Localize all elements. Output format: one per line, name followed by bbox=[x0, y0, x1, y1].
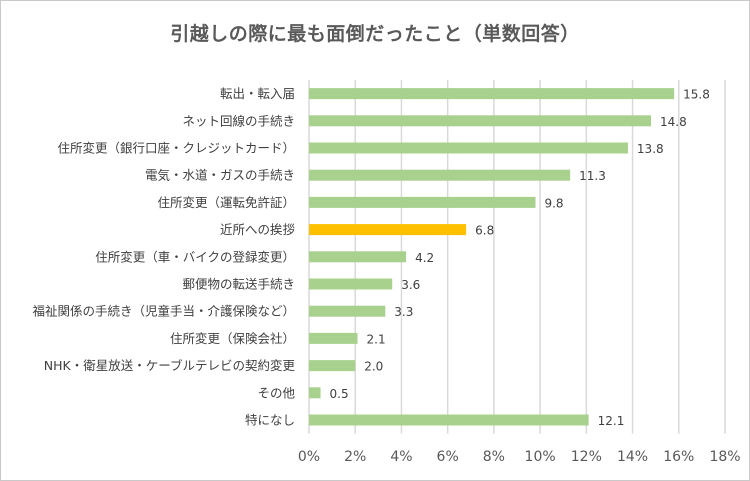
data-label: 13.8 bbox=[637, 142, 664, 156]
category-label: 住所変更（保険会社） bbox=[170, 331, 295, 346]
data-label: 12.1 bbox=[598, 414, 625, 428]
category-label: 転出・転入届 bbox=[220, 86, 295, 101]
bar bbox=[309, 115, 652, 127]
data-label: 3.3 bbox=[394, 305, 413, 319]
data-label: 11.3 bbox=[579, 169, 606, 183]
category-label: 住所変更（運転免許証） bbox=[157, 195, 295, 210]
data-label: 2.1 bbox=[367, 332, 386, 346]
data-label: 6.8 bbox=[475, 224, 494, 238]
category-label: 電気・水道・ガスの手続き bbox=[145, 168, 295, 183]
bar bbox=[309, 414, 589, 426]
category-label: 特になし bbox=[245, 413, 295, 428]
category-label: 郵便物の転送手続き bbox=[182, 277, 295, 292]
x-tick-label: 14% bbox=[617, 449, 648, 465]
category-label: その他 bbox=[257, 385, 295, 400]
x-tick-label: 12% bbox=[571, 449, 602, 465]
chart-title: 引越しの際に最も面倒だったこと（単数回答） bbox=[170, 23, 580, 45]
category-label: ネット回線の手続き bbox=[182, 113, 295, 128]
data-label: 3.6 bbox=[401, 278, 420, 292]
data-label: 9.8 bbox=[544, 196, 563, 210]
x-tick-label: 4% bbox=[390, 449, 412, 465]
x-tick-label: 6% bbox=[437, 449, 459, 465]
bar bbox=[309, 196, 536, 208]
category-label: NHK・衛星放送・ケーブルテレビの契約変更 bbox=[44, 358, 296, 373]
bar bbox=[309, 224, 467, 236]
data-label: 14.8 bbox=[660, 115, 687, 129]
bar bbox=[309, 332, 358, 344]
x-tick-label: 0% bbox=[298, 449, 320, 465]
bar bbox=[309, 360, 356, 372]
x-tick-label: 2% bbox=[344, 449, 366, 465]
category-label: 福祉関係の手続き（児童手当・介護保険など） bbox=[32, 304, 295, 319]
data-label: 4.2 bbox=[415, 251, 434, 265]
category-label: 住所変更（銀行口座・クレジットカード） bbox=[57, 141, 295, 156]
x-tick-label: 16% bbox=[663, 449, 694, 465]
x-tick-label: 10% bbox=[525, 449, 556, 465]
bar bbox=[309, 278, 393, 290]
data-label: 0.5 bbox=[330, 387, 349, 401]
bar bbox=[309, 305, 386, 317]
category-label: 近所への挨拶 bbox=[220, 222, 296, 237]
bar bbox=[309, 251, 407, 263]
x-tick-label: 8% bbox=[483, 449, 505, 465]
x-tick-label: 18% bbox=[709, 449, 740, 465]
category-label: 住所変更（車・バイクの登録変更） bbox=[95, 249, 295, 264]
bar bbox=[309, 169, 571, 181]
bar bbox=[309, 387, 321, 399]
data-label: 15.8 bbox=[683, 88, 710, 102]
bar bbox=[309, 88, 675, 100]
data-label: 2.0 bbox=[364, 360, 383, 374]
bar bbox=[309, 142, 628, 154]
